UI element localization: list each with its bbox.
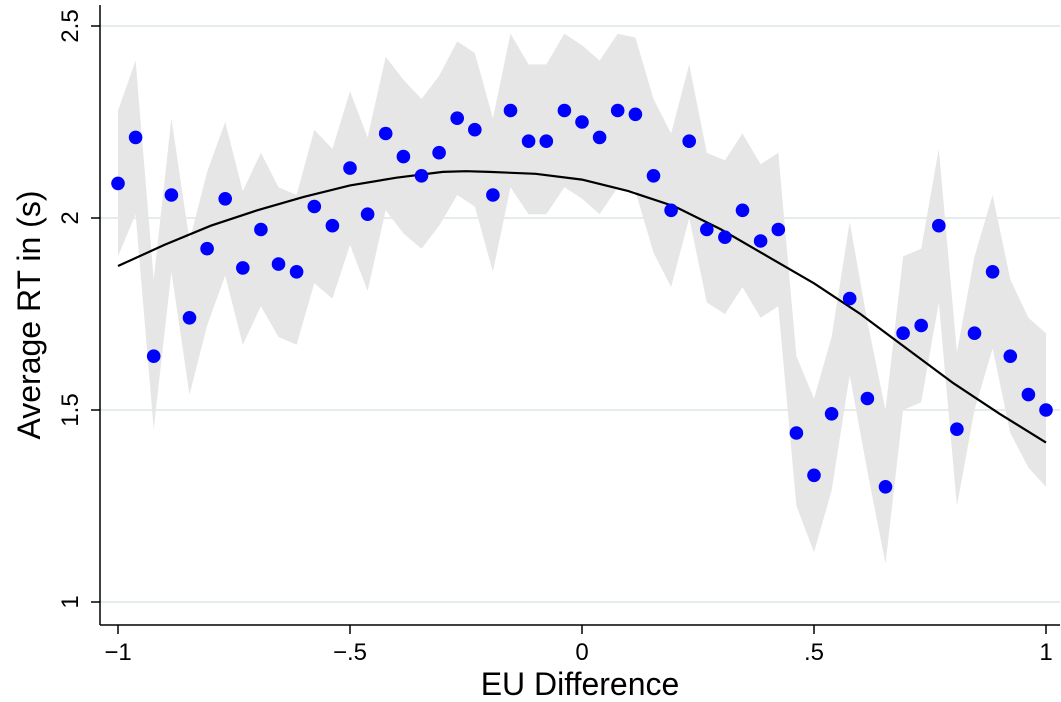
data-point bbox=[486, 188, 500, 202]
confidence-band bbox=[118, 33, 1046, 564]
data-point bbox=[610, 103, 625, 118]
data-point bbox=[807, 468, 821, 483]
data-point bbox=[789, 426, 804, 440]
data-point bbox=[950, 422, 964, 437]
data-point bbox=[753, 234, 768, 248]
ci-band-area bbox=[118, 33, 1046, 564]
data-point bbox=[164, 188, 179, 202]
data-point bbox=[557, 103, 572, 118]
data-point bbox=[1039, 403, 1053, 417]
data-point bbox=[236, 261, 250, 275]
data-point bbox=[771, 222, 786, 237]
x-tick-label: −1 bbox=[104, 639, 131, 666]
axis-ticks: −1 −.5 0 .5 1 1 1.5 2 2.5 bbox=[57, 9, 1053, 666]
data-point bbox=[628, 107, 643, 122]
data-point bbox=[682, 134, 696, 148]
data-point bbox=[932, 218, 946, 233]
x-tick-label: −.5 bbox=[333, 639, 367, 666]
data-point bbox=[824, 407, 839, 421]
data-point bbox=[521, 134, 536, 148]
data-point bbox=[503, 103, 518, 118]
data-point bbox=[271, 257, 286, 271]
data-point bbox=[289, 265, 304, 279]
x-axis-title: EU Difference bbox=[481, 666, 680, 702]
data-point bbox=[128, 130, 143, 145]
data-point bbox=[468, 122, 482, 137]
data-point bbox=[146, 349, 161, 364]
axes bbox=[99, 5, 1060, 626]
fit-curve-line bbox=[117, 170, 1047, 444]
data-point bbox=[860, 391, 875, 406]
data-point bbox=[218, 192, 232, 206]
x-tick-label: 1 bbox=[1039, 639, 1052, 666]
data-point bbox=[254, 222, 268, 237]
data-point bbox=[111, 176, 125, 191]
data-point bbox=[325, 218, 340, 233]
data-point bbox=[414, 169, 429, 183]
y-axis-title: Average RT in (s) bbox=[11, 191, 47, 440]
data-point bbox=[1003, 349, 1018, 364]
data-point bbox=[718, 230, 732, 244]
y-tick-label: 2.5 bbox=[57, 9, 84, 42]
data-point bbox=[967, 326, 982, 341]
data-point bbox=[592, 130, 607, 145]
data-point bbox=[182, 311, 197, 325]
data-point bbox=[646, 169, 661, 183]
data-point bbox=[914, 318, 928, 333]
data-point bbox=[985, 265, 1000, 279]
data-point bbox=[343, 161, 357, 175]
fitted-curve bbox=[117, 170, 1047, 444]
data-point bbox=[664, 203, 678, 218]
y-tick-label: 1.5 bbox=[57, 393, 84, 426]
data-point bbox=[378, 126, 393, 141]
data-point bbox=[432, 145, 446, 160]
data-point bbox=[200, 241, 214, 256]
y-tick-label: 2 bbox=[57, 211, 84, 224]
data-point bbox=[360, 207, 375, 221]
data-point bbox=[575, 115, 589, 129]
data-point bbox=[735, 203, 750, 218]
data-point bbox=[842, 291, 857, 306]
x-tick-label: 0 bbox=[575, 639, 588, 666]
data-point bbox=[307, 199, 322, 214]
data-points bbox=[111, 103, 1053, 494]
data-point bbox=[878, 480, 893, 494]
data-point bbox=[700, 222, 714, 237]
data-point bbox=[896, 326, 910, 341]
data-point bbox=[396, 149, 411, 164]
data-point bbox=[1021, 387, 1036, 402]
data-point bbox=[539, 134, 554, 148]
data-point bbox=[450, 111, 465, 125]
x-tick-label: .5 bbox=[804, 639, 824, 666]
y-tick-label: 1 bbox=[57, 595, 84, 608]
